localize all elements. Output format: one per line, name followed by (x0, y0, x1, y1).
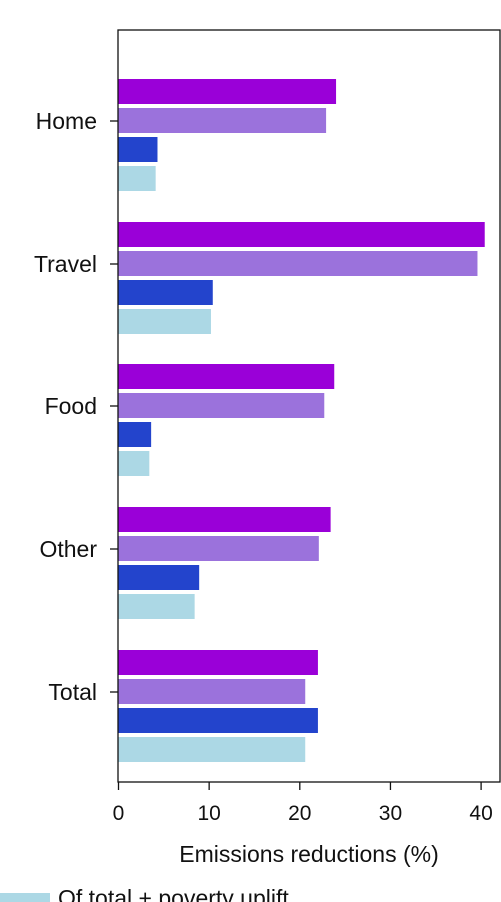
bar-other-series-4 (118, 594, 195, 619)
legend-swatch-series-4 (0, 893, 50, 902)
bar-home-series-3 (118, 137, 158, 162)
bar-travel-series-3 (118, 280, 213, 305)
bar-food-series-1 (118, 364, 335, 389)
bar-travel-series-1 (118, 222, 485, 247)
category-label-food: Food (45, 393, 97, 419)
x-tick-label-40: 40 (469, 802, 492, 825)
bar-travel-series-2 (118, 251, 478, 276)
bar-total-series-3 (118, 708, 318, 733)
legend-label-series-4: Of total + poverty uplift (58, 885, 289, 902)
x-tick-label-20: 20 (288, 802, 311, 825)
category-label-home: Home (36, 108, 97, 134)
bar-other-series-2 (118, 536, 319, 561)
x-tick-label-10: 10 (197, 802, 220, 825)
bar-food-series-4 (118, 451, 150, 476)
x-tick-label-0: 0 (113, 802, 125, 825)
x-axis-title: Emissions reductions (%) (179, 841, 438, 867)
bar-total-series-1 (118, 650, 318, 675)
bar-total-series-4 (118, 737, 306, 762)
bar-food-series-2 (118, 393, 325, 418)
category-label-total: Total (48, 679, 97, 705)
bar-food-series-3 (118, 422, 152, 447)
bar-other-series-1 (118, 507, 331, 532)
bar-home-series-4 (118, 166, 156, 191)
category-label-travel: Travel (34, 251, 97, 277)
bar-total-series-2 (118, 679, 306, 704)
bar-other-series-3 (118, 565, 200, 590)
category-label-other: Other (39, 536, 97, 562)
bar-travel-series-4 (118, 309, 211, 334)
bar-home-series-1 (118, 79, 337, 104)
bar-home-series-2 (118, 108, 327, 133)
x-tick-label-30: 30 (379, 802, 402, 825)
